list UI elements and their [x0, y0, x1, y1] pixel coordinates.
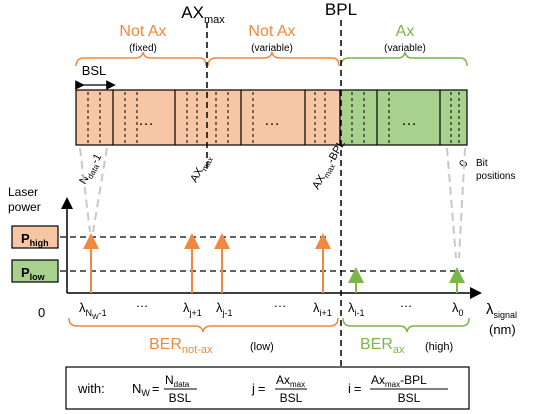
strip-ellipsis-1: … [138, 112, 154, 129]
region-note-notax-variable: (variable) [251, 43, 293, 54]
wavelength-l-j: λj-1 [216, 300, 233, 318]
formula-j-numerator: Axmax [276, 373, 305, 389]
ber-notax-label: BERnot-ax [149, 336, 213, 356]
wavelength-l-j1: λj+1 [183, 300, 202, 318]
p-low-label: Plow [21, 265, 46, 282]
p-high-box [11, 225, 59, 249]
wavelength-ellipsis-2: … [274, 295, 287, 310]
formula-box [65, 366, 470, 410]
formula-nw-lhs: NW = [132, 381, 159, 398]
wavelength-ellipsis-3: … [400, 295, 413, 310]
region-note-ax-variable: (variable) [384, 43, 426, 54]
p-low-box [11, 259, 59, 283]
formula-with: with: [77, 381, 105, 396]
brace-ax-variable [340, 51, 468, 67]
bit-label-axmax-bpl: AXmax-BPL [310, 138, 349, 192]
wavelength-l-0: λ0 [452, 300, 464, 318]
brace-notax-fixed [75, 51, 207, 67]
brace-ber-notax [68, 317, 339, 333]
symbol-boundaries [112, 90, 441, 145]
wavelength-l-i1: λi+1 [313, 300, 332, 318]
formula-nw-numerator: Ndata [165, 373, 190, 389]
region-title-ax-variable: Ax [396, 23, 415, 40]
formula-i-lhs: i = [348, 381, 361, 396]
bit-strip-notax [75, 89, 341, 146]
region-title-notax-variable: Not Ax [248, 23, 295, 40]
origin-label: 0 [38, 305, 45, 320]
ber-notax-note: (low) [250, 341, 274, 353]
wavelength-l-nw: λNW-1 [79, 300, 107, 321]
bit-to-wavelength-guides [79, 147, 466, 259]
region-title-notax-fixed: Not Ax [119, 23, 166, 40]
bsl-label: BSL [82, 63, 107, 78]
formula-i-denominator: BSL [398, 391, 421, 405]
bit-positions-label: Bit positions [476, 158, 515, 182]
bit-dividers [87, 92, 460, 143]
ber-ax-label: BERax [360, 336, 405, 356]
region-note-notax-fixed: (fixed) [129, 43, 157, 54]
bpl-marker: BPL [325, 0, 357, 19]
y-axis-label: Laser power [8, 185, 41, 214]
ber-ax-note: (high) [425, 341, 453, 353]
p-high-label: Phigh [21, 231, 49, 248]
brace-ber-ax [342, 317, 470, 333]
formula-j-lhs: j = [251, 381, 265, 396]
strip-ellipsis-3: … [401, 112, 417, 129]
bit-strip-ax [339, 89, 468, 146]
ax-max-marker: AXmax [181, 3, 225, 26]
strip-ellipsis-2: … [264, 112, 280, 129]
wavelength-l-im1: λi-1 [348, 300, 365, 318]
brace-notax-variable [207, 51, 340, 67]
formula-j-denominator: BSL [280, 391, 303, 405]
formula-i-numerator: Axmax-BPL [371, 373, 427, 389]
wavelength-ellipsis-1: … [136, 295, 149, 310]
formula-nw-denominator: BSL [169, 391, 192, 405]
bit-label-ndata: Ndata-1 [77, 152, 106, 188]
bit-label-axmax: AXmax [188, 153, 215, 186]
x-axis-unit: (nm) [489, 322, 516, 337]
x-axis-label: λsignal [486, 301, 517, 320]
